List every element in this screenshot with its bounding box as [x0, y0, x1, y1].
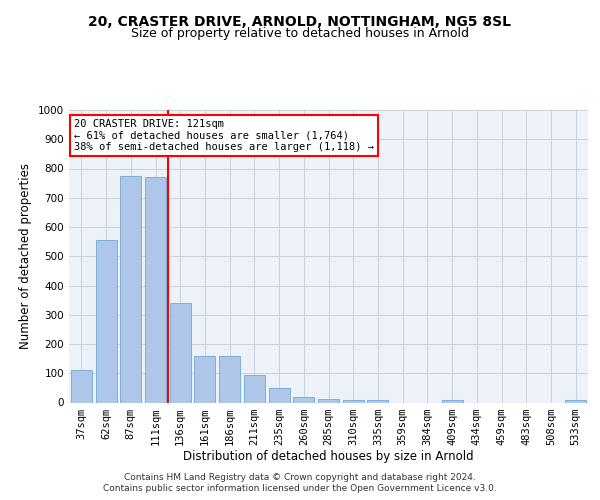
Text: 20, CRASTER DRIVE, ARNOLD, NOTTINGHAM, NG5 8SL: 20, CRASTER DRIVE, ARNOLD, NOTTINGHAM, N…	[89, 15, 511, 29]
X-axis label: Distribution of detached houses by size in Arnold: Distribution of detached houses by size …	[183, 450, 474, 464]
Bar	[367, 400, 388, 402]
Bar	[343, 400, 364, 402]
Text: 20 CRASTER DRIVE: 121sqm
← 61% of detached houses are smaller (1,764)
38% of sem: 20 CRASTER DRIVE: 121sqm ← 61% of detach…	[74, 119, 374, 152]
Bar	[442, 400, 463, 402]
Bar	[219, 356, 240, 403]
Text: Size of property relative to detached houses in Arnold: Size of property relative to detached ho…	[131, 27, 469, 40]
Bar	[71, 370, 92, 402]
Bar	[170, 303, 191, 402]
Bar	[244, 374, 265, 402]
Bar	[95, 240, 116, 402]
Text: Contains public sector information licensed under the Open Government Licence v3: Contains public sector information licen…	[103, 484, 497, 493]
Bar	[145, 178, 166, 402]
Y-axis label: Number of detached properties: Number of detached properties	[19, 163, 32, 349]
Bar	[194, 356, 215, 403]
Bar	[120, 176, 141, 402]
Bar	[318, 398, 339, 402]
Bar	[269, 388, 290, 402]
Bar	[293, 396, 314, 402]
Bar	[565, 400, 586, 402]
Text: Contains HM Land Registry data © Crown copyright and database right 2024.: Contains HM Land Registry data © Crown c…	[124, 472, 476, 482]
